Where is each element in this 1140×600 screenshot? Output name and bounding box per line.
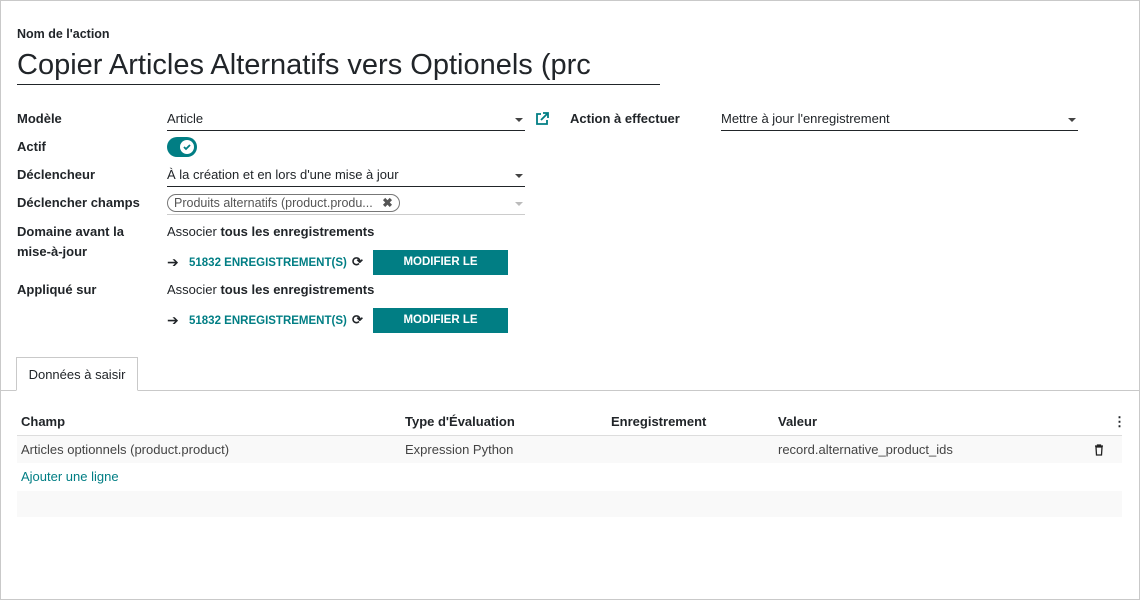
action-name-input[interactable]: Copier Articles Alternatifs vers Optione…: [17, 46, 660, 85]
table-row[interactable]: Articles optionnels (product.product) Ex…: [17, 436, 1122, 463]
active-label: Actif: [17, 139, 46, 154]
trigger-value: À la création et en lors d'une mise à jo…: [167, 167, 399, 182]
trash-icon[interactable]: [1094, 444, 1104, 456]
text-bold: tous les enregistrements: [220, 224, 375, 239]
refresh-icon[interactable]: ⟳: [352, 254, 363, 269]
cell-value: record.alternative_product_ids: [778, 442, 953, 457]
active-toggle[interactable]: [167, 137, 197, 157]
text-prefix: Associer: [167, 282, 221, 297]
table-header: Champ Type d'Évaluation Enregistrement V…: [17, 408, 1126, 436]
tab-label: Données à saisir: [28, 367, 126, 382]
model-label: Modèle: [17, 111, 62, 126]
chevron-down-icon: [515, 118, 523, 122]
domain-before-label: Domaine avant la mise-à-jour: [17, 224, 124, 259]
domain-before-text: Associer tous les enregistrements: [167, 222, 374, 242]
action-type-value: Mettre à jour l'enregistrement: [721, 111, 890, 126]
trigger-fields-input[interactable]: Produits alternatifs (product.produ... ✖: [167, 193, 525, 215]
chevron-down-icon: [515, 174, 523, 178]
action-name-value: Copier Articles Alternatifs vers Optione…: [17, 49, 591, 81]
remove-tag-icon[interactable]: ✖: [382, 196, 393, 210]
action-name-label: Nom de l'action: [17, 27, 110, 41]
column-header-type[interactable]: Type d'Évaluation: [405, 414, 515, 429]
trigger-field-tag: Produits alternatifs (product.produ... ✖: [167, 194, 400, 212]
column-header-record[interactable]: Enregistrement: [611, 414, 707, 429]
cell-type: Expression Python: [405, 442, 514, 457]
external-link-icon[interactable]: [535, 112, 549, 126]
tab-donnees-a-saisir[interactable]: Données à saisir: [16, 357, 138, 391]
empty-row: [17, 491, 1122, 517]
trigger-fields-label: Déclencher champs: [17, 195, 140, 210]
applied-count-link[interactable]: 51832 ENREGISTREMENT(S): [189, 315, 347, 327]
column-options-icon[interactable]: ⋮: [1113, 414, 1126, 429]
tab-divider: [0, 390, 1140, 391]
model-select[interactable]: Article: [167, 109, 525, 131]
arrow-right-icon: ➔: [167, 312, 179, 328]
check-icon: [180, 140, 194, 154]
applied-label: Appliqué sur: [17, 282, 97, 297]
chevron-down-icon: [1068, 118, 1076, 122]
text-bold: tous les enregistrements: [220, 282, 375, 297]
tag-label: Produits alternatifs (product.produ...: [174, 196, 373, 210]
edit-domain-before-button[interactable]: MODIFIER LE DOMAINE: [373, 250, 508, 293]
edit-applied-domain-button[interactable]: MODIFIER LE DOMAINE: [373, 308, 508, 351]
model-value: Article: [167, 111, 204, 126]
trigger-select[interactable]: À la création et en lors d'une mise à jo…: [167, 165, 525, 187]
column-header-champ[interactable]: Champ: [21, 414, 66, 429]
arrow-right-icon: ➔: [167, 254, 179, 270]
action-type-select[interactable]: Mettre à jour l'enregistrement: [721, 109, 1078, 131]
add-line-link[interactable]: Ajouter une ligne: [21, 469, 119, 484]
applied-text: Associer tous les enregistrements: [167, 280, 374, 300]
refresh-icon[interactable]: ⟳: [352, 312, 363, 327]
column-header-value[interactable]: Valeur: [778, 414, 818, 429]
trigger-label: Déclencheur: [17, 167, 96, 182]
domain-before-count-link[interactable]: 51832 ENREGISTREMENT(S): [189, 257, 347, 269]
action-type-label: Action à effectuer: [570, 111, 680, 126]
cell-field: Articles optionnels (product.product): [21, 442, 230, 457]
chevron-down-icon: [515, 202, 523, 206]
text-prefix: Associer: [167, 224, 221, 239]
